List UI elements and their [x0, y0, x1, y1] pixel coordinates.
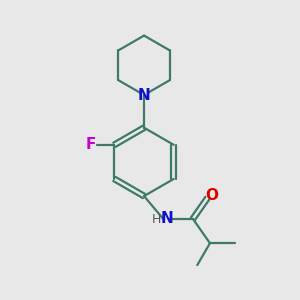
Text: H: H [152, 213, 161, 226]
Text: N: N [138, 88, 150, 103]
Text: O: O [205, 188, 218, 203]
Text: F: F [85, 137, 96, 152]
Text: N: N [160, 211, 173, 226]
